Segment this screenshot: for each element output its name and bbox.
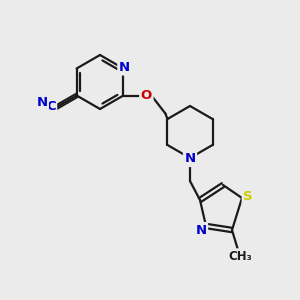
Text: N: N (119, 61, 130, 74)
Text: CH₃: CH₃ (228, 250, 252, 262)
Text: O: O (141, 89, 152, 102)
Text: N: N (195, 224, 207, 236)
Text: N: N (184, 152, 196, 166)
Text: S: S (243, 190, 253, 203)
Text: C: C (46, 100, 56, 113)
Text: N: N (36, 96, 47, 109)
